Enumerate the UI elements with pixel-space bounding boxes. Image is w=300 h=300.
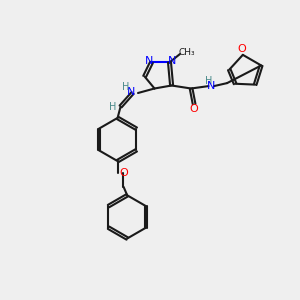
Text: N: N — [145, 56, 154, 66]
Text: O: O — [237, 44, 246, 54]
Text: H: H — [205, 76, 212, 86]
Text: H: H — [122, 82, 129, 92]
Text: O: O — [120, 167, 129, 178]
Text: N: N — [167, 56, 176, 66]
Text: O: O — [190, 104, 199, 115]
Text: N: N — [207, 81, 215, 91]
Text: H: H — [109, 102, 116, 112]
Text: CH₃: CH₃ — [178, 48, 195, 57]
Text: N: N — [127, 87, 136, 98]
